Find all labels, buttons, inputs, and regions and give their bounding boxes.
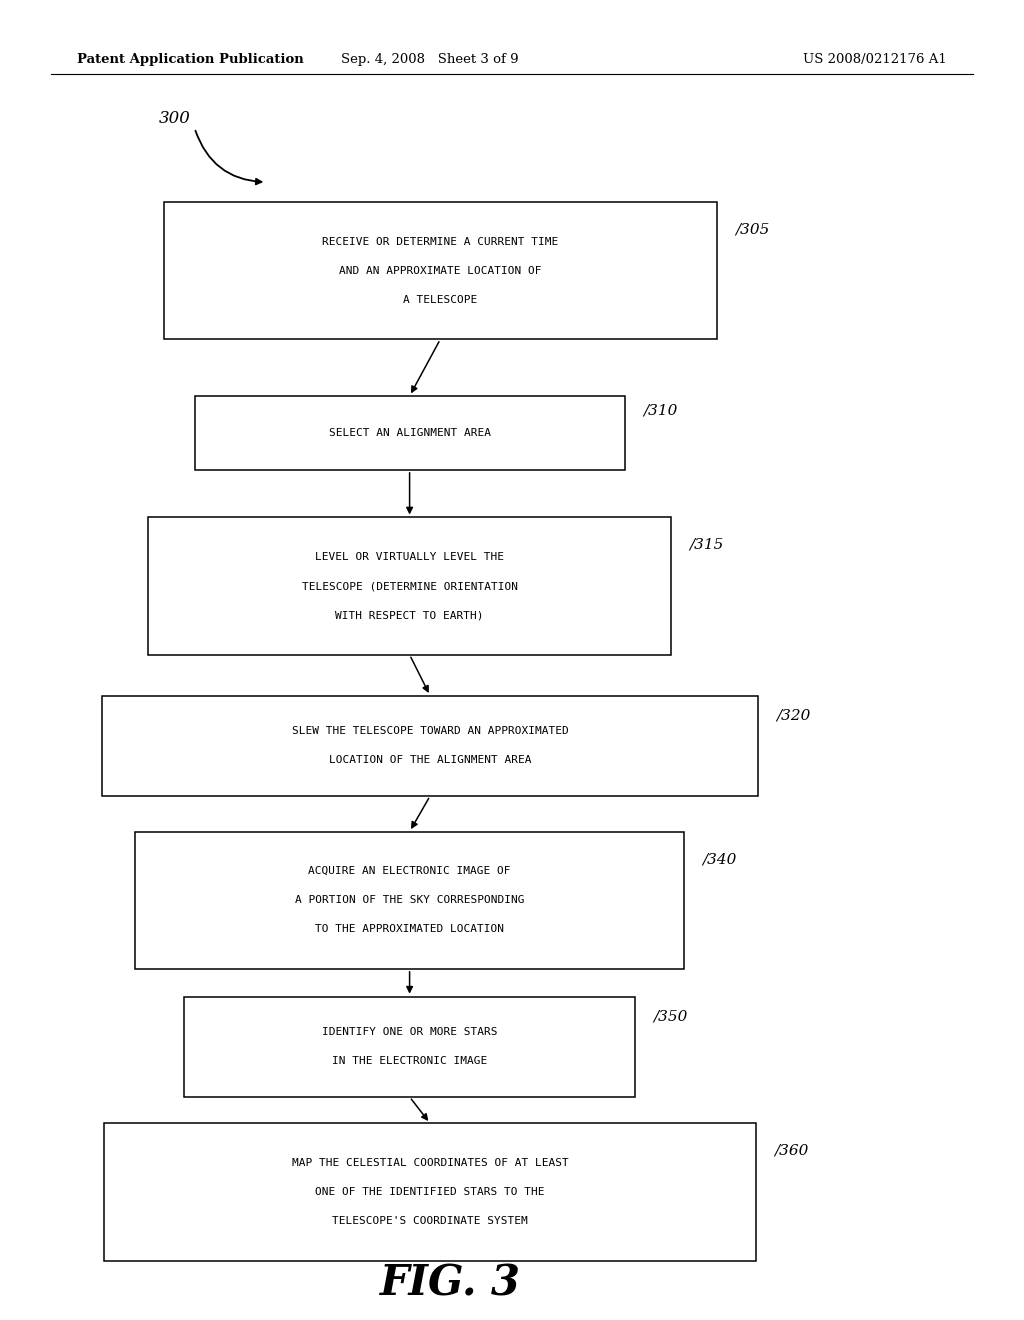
Text: /315: /315 <box>689 537 724 552</box>
Bar <box>195 396 625 470</box>
Text: TELESCOPE'S COORDINATE SYSTEM: TELESCOPE'S COORDINATE SYSTEM <box>332 1216 528 1226</box>
Text: US 2008/0212176 A1: US 2008/0212176 A1 <box>804 53 947 66</box>
Text: MAP THE CELESTIAL COORDINATES OF AT LEAST: MAP THE CELESTIAL COORDINATES OF AT LEAS… <box>292 1158 568 1168</box>
Text: ACQUIRE AN ELECTRONIC IMAGE OF: ACQUIRE AN ELECTRONIC IMAGE OF <box>308 866 511 876</box>
Bar <box>135 832 684 969</box>
Bar <box>104 1123 756 1261</box>
Text: SELECT AN ALIGNMENT AREA: SELECT AN ALIGNMENT AREA <box>329 428 490 438</box>
Text: LOCATION OF THE ALIGNMENT AREA: LOCATION OF THE ALIGNMENT AREA <box>329 755 531 766</box>
Text: /360: /360 <box>774 1143 809 1158</box>
Text: AND AN APPROXIMATE LOCATION OF: AND AN APPROXIMATE LOCATION OF <box>339 265 542 276</box>
Text: IN THE ELECTRONIC IMAGE: IN THE ELECTRONIC IMAGE <box>332 1056 487 1067</box>
Text: /310: /310 <box>643 404 678 418</box>
Text: 300: 300 <box>159 111 190 127</box>
Text: /350: /350 <box>653 1010 688 1024</box>
Bar <box>164 202 717 339</box>
Text: RECEIVE OR DETERMINE A CURRENT TIME: RECEIVE OR DETERMINE A CURRENT TIME <box>323 236 558 247</box>
Text: LEVEL OR VIRTUALLY LEVEL THE: LEVEL OR VIRTUALLY LEVEL THE <box>315 552 504 562</box>
Text: A PORTION OF THE SKY CORRESPONDING: A PORTION OF THE SKY CORRESPONDING <box>295 895 524 906</box>
Text: Patent Application Publication: Patent Application Publication <box>77 53 303 66</box>
Text: A TELESCOPE: A TELESCOPE <box>403 294 477 305</box>
Text: TO THE APPROXIMATED LOCATION: TO THE APPROXIMATED LOCATION <box>315 924 504 935</box>
Bar <box>102 696 758 796</box>
Text: IDENTIFY ONE OR MORE STARS: IDENTIFY ONE OR MORE STARS <box>322 1027 498 1038</box>
Text: ONE OF THE IDENTIFIED STARS TO THE: ONE OF THE IDENTIFIED STARS TO THE <box>315 1187 545 1197</box>
Bar <box>148 517 671 655</box>
Text: FIG. 3: FIG. 3 <box>380 1262 521 1304</box>
Text: /320: /320 <box>776 709 811 723</box>
Text: /305: /305 <box>735 222 770 236</box>
Text: SLEW THE TELESCOPE TOWARD AN APPROXIMATED: SLEW THE TELESCOPE TOWARD AN APPROXIMATE… <box>292 726 568 737</box>
Text: Sep. 4, 2008   Sheet 3 of 9: Sep. 4, 2008 Sheet 3 of 9 <box>341 53 519 66</box>
Bar <box>184 997 635 1097</box>
Text: /340: /340 <box>702 851 737 866</box>
Text: TELESCOPE (DETERMINE ORIENTATION: TELESCOPE (DETERMINE ORIENTATION <box>302 581 517 591</box>
Text: WITH RESPECT TO EARTH): WITH RESPECT TO EARTH) <box>335 610 484 620</box>
